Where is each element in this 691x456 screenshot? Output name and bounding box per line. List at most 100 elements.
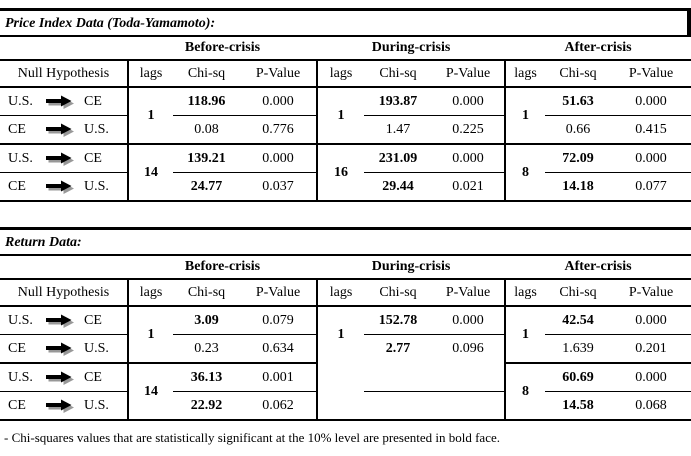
lags-cell: 14	[127, 143, 173, 201]
return-data-grid: Before-crisis During-crisis After-crisis…	[0, 256, 691, 421]
column-header-lags: lags	[127, 279, 173, 307]
chisq-cell: 152.78	[364, 306, 433, 335]
lags-cell: 1	[316, 87, 365, 144]
period-header-row: Before-crisis During-crisis After-crisis	[0, 37, 691, 61]
hypothesis-to-label: CE	[84, 93, 102, 109]
pvalue-cell: 0.776	[262, 121, 294, 137]
hypothesis-cell: CE U.S.	[0, 173, 128, 202]
hypothesis-to-label: U.S.	[84, 340, 109, 356]
pvalue-cell: 0.037	[262, 178, 294, 194]
right-arrow-icon	[46, 399, 80, 413]
chisq-cell: 118.96	[173, 87, 240, 116]
column-header-chisq: Chi-sq	[173, 279, 240, 307]
pvalue-cell-empty	[432, 392, 505, 421]
return-data-table: Return Data: Before-crisis During-crisis…	[0, 227, 691, 421]
column-header-chisq: Chi-sq	[364, 279, 433, 307]
column-header-pvalue: P-Value	[611, 279, 691, 307]
chisq-cell: 2.77	[385, 341, 411, 356]
period-header-before: Before-crisis	[128, 37, 318, 61]
chisq-cell: 14.18	[562, 178, 594, 194]
hypothesis-cell: U.S. CE	[0, 306, 128, 335]
right-arrow-icon	[46, 123, 80, 137]
hypothesis-from-label: U.S.	[8, 93, 33, 109]
pvalue-cell: 0.225	[452, 121, 484, 137]
return-data-table-title: Return Data:	[0, 227, 691, 256]
chisq-cell: 1.47	[385, 121, 411, 137]
right-arrow-icon	[46, 342, 80, 356]
pvalue-cell: 0.021	[452, 178, 484, 194]
hypothesis-cell: CE U.S.	[0, 335, 128, 364]
hypothesis-content: U.S. CE	[0, 151, 127, 167]
lags-cell: 16	[316, 143, 365, 201]
chisq-cell: 60.69	[545, 362, 612, 392]
pvalue-cell: 0.000	[432, 87, 506, 116]
pvalue-cell: 0.000	[611, 362, 691, 392]
price-index-table-title: Price Index Data (Toda-Yamamoto):	[0, 8, 691, 37]
chisq-cell: 24.77	[190, 178, 223, 194]
period-header-row: Before-crisis During-crisis After-crisis	[0, 256, 691, 280]
chisq-cell: 0.66	[565, 121, 591, 137]
lags-cell: 1	[504, 87, 546, 144]
corner-blank-cell	[0, 256, 128, 280]
price-index-table: Price Index Data (Toda-Yamamoto): Before…	[0, 8, 691, 202]
pvalue-cell: 0.000	[611, 143, 691, 173]
hypothesis-to-label: CE	[84, 312, 102, 328]
pvalue-cell: 0.201	[635, 340, 667, 356]
hypothesis-cell: U.S. CE	[0, 87, 128, 116]
table-row: CE U.S. 24.77 0.037 29.44 0.021 14.18 0.…	[0, 173, 691, 202]
chisq-cell: 1.639	[562, 340, 594, 356]
column-header-lags: lags	[504, 60, 546, 88]
lags-cell-empty	[316, 363, 365, 420]
table-row: CE U.S. 0.08 0.776 1.47 0.225 0.66 0.415	[0, 116, 691, 145]
pvalue-cell: 0.000	[432, 306, 506, 335]
right-arrow-icon	[46, 152, 80, 166]
chisq-cell: 193.87	[364, 87, 433, 116]
table-row: CE U.S. 22.92 0.062 14.58 0.068	[0, 392, 691, 421]
period-header-during: During-crisis	[317, 37, 506, 61]
column-header-pvalue: P-Value	[240, 279, 318, 307]
period-header-during: During-crisis	[317, 256, 506, 280]
hypothesis-from-label: U.S.	[8, 150, 33, 166]
table-row: CE U.S. 0.23 0.634 2.77 0.096 1.639 0.20…	[0, 335, 691, 364]
hypothesis-from-label: CE	[8, 340, 26, 356]
hypothesis-cell: CE U.S.	[0, 392, 128, 421]
right-arrow-icon	[46, 371, 80, 385]
lags-cell: 14	[127, 362, 173, 420]
right-arrow-icon	[46, 180, 80, 194]
hypothesis-content: U.S. CE	[0, 313, 127, 329]
period-header-before: Before-crisis	[128, 256, 318, 280]
hypothesis-content: U.S. CE	[0, 94, 127, 110]
chisq-cell: 42.54	[545, 306, 612, 335]
pvalue-cell: 0.634	[262, 340, 294, 356]
chisq-cell-empty	[364, 363, 433, 392]
lags-cell: 1	[316, 306, 365, 363]
right-arrow-icon	[46, 95, 80, 109]
lags-cell: 1	[127, 306, 173, 363]
column-header-chisq: Chi-sq	[545, 279, 612, 307]
hypothesis-to-label: U.S.	[84, 121, 109, 137]
pvalue-cell-empty	[432, 363, 506, 392]
period-header-after: After-crisis	[505, 256, 691, 280]
hypothesis-cell: U.S. CE	[0, 143, 128, 173]
pvalue-cell: 0.068	[635, 397, 667, 413]
table-row: U.S. CE 14 36.13 0.001 8 60.69 0.000	[0, 362, 691, 420]
column-header-pvalue: P-Value	[432, 279, 506, 307]
column-header-lags: lags	[316, 60, 365, 88]
hypothesis-content: CE U.S.	[0, 122, 127, 138]
chisq-cell: 231.09	[364, 143, 433, 173]
chisq-cell: 139.21	[173, 143, 240, 173]
hypothesis-to-label: CE	[84, 150, 102, 166]
hypothesis-content: CE U.S.	[0, 341, 127, 357]
column-header-pvalue: P-Value	[432, 60, 506, 88]
chisq-cell: 29.44	[382, 178, 414, 194]
pvalue-cell: 0.062	[262, 397, 294, 413]
chisq-cell: 72.09	[545, 143, 612, 173]
hypothesis-cell: U.S. CE	[0, 362, 128, 392]
hypothesis-content: U.S. CE	[0, 370, 127, 386]
column-header-chisq: Chi-sq	[364, 60, 433, 88]
price-index-data-grid: Before-crisis During-crisis After-crisis…	[0, 37, 691, 202]
hypothesis-from-label: CE	[8, 121, 26, 137]
column-header-row: Null Hypothesis lags Chi-sq P-Value lags…	[0, 279, 691, 307]
chisq-cell: 3.09	[173, 306, 240, 335]
